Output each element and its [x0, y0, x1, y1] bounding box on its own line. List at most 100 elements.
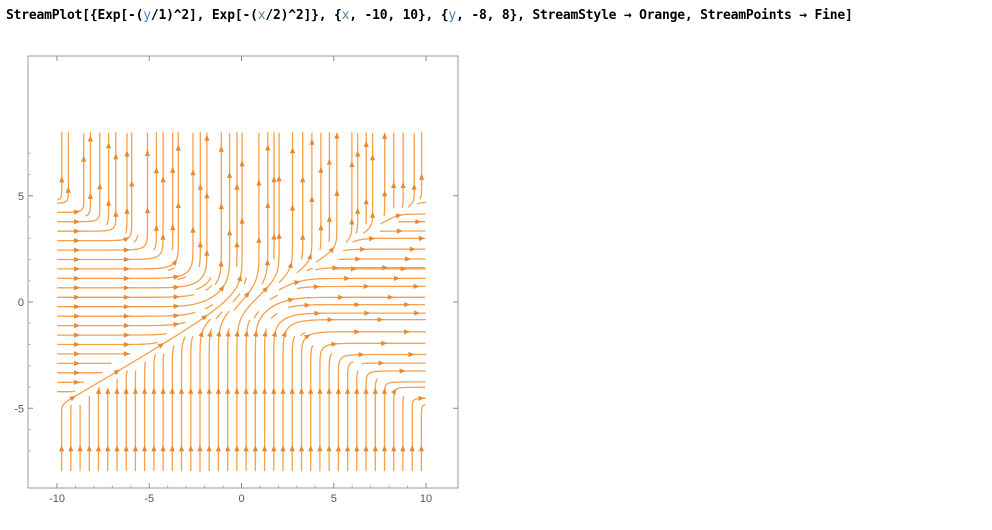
stream-arrow — [363, 445, 368, 451]
stream-arrow — [96, 388, 102, 394]
stream-arrow — [327, 216, 332, 222]
stream-arrow — [74, 295, 80, 300]
stream-line — [233, 294, 240, 302]
y-tick-label: 5 — [18, 191, 24, 203]
stream-arrow — [317, 445, 322, 451]
stream-arrow — [256, 237, 261, 243]
stream-arrow — [412, 184, 417, 190]
stream-arrow — [234, 241, 239, 247]
x-tick-label: -5 — [144, 493, 154, 505]
stream-line — [402, 133, 403, 208]
stream-arrow — [124, 323, 130, 328]
stream-arrow — [271, 234, 276, 240]
stream-arrow — [74, 380, 80, 385]
stream-arrow — [225, 330, 231, 337]
stream-arrow — [314, 311, 320, 316]
stream-arrow — [124, 304, 130, 309]
stream-arrow — [190, 227, 195, 233]
stream-arrow — [265, 145, 270, 151]
stream-arrow — [234, 388, 239, 394]
stream-arrow — [160, 234, 165, 240]
code-text: /1)^2], Exp[-( — [151, 8, 258, 23]
stream-line — [99, 387, 100, 471]
stream-arrow — [219, 146, 224, 152]
code-input-line[interactable]: StreamPlot[{Exp[-(y/1)^2], Exp[-(x/2)^2]… — [6, 8, 853, 23]
stream-arrow — [197, 388, 202, 394]
stream-line — [134, 235, 138, 242]
stream-arrow — [74, 342, 80, 347]
stream-line — [329, 353, 332, 471]
stream-arrow — [290, 205, 295, 211]
stream-line — [357, 371, 358, 472]
stream-arrow — [332, 265, 338, 270]
stream-arrow — [334, 190, 339, 196]
stream-arrow — [173, 284, 179, 290]
stream-arrow — [170, 167, 175, 173]
stream-arrow — [124, 285, 130, 290]
stream-arrow — [280, 388, 285, 394]
stream-arrow — [327, 159, 332, 165]
stream-arrow — [174, 303, 180, 309]
stream-arrow — [405, 256, 411, 261]
stream-arrow — [188, 445, 193, 451]
stream-arrow — [133, 445, 138, 451]
stream-arrow — [174, 313, 180, 319]
stream-arrow — [124, 247, 130, 252]
stream-arrow — [161, 388, 166, 394]
stream-arrow — [190, 169, 195, 175]
stream-arrow — [105, 445, 110, 451]
code-text: /2)^2]}, { — [265, 8, 341, 23]
stream-arrow — [253, 388, 258, 394]
code-var-y: y — [143, 8, 151, 23]
stream-line — [408, 133, 414, 207]
stream-arrow — [378, 360, 384, 365]
stream-arrow — [225, 388, 230, 394]
stream-arrow — [59, 176, 64, 182]
stream-arrow — [414, 311, 420, 316]
stream-arrow — [271, 445, 276, 451]
stream-arrow — [277, 233, 282, 239]
stream-arrow — [154, 225, 159, 231]
stream-arrow — [354, 329, 360, 334]
stream-arrow — [218, 260, 223, 266]
stream-arrow — [216, 388, 221, 394]
stream-arrow — [88, 193, 93, 199]
stream-arrow — [240, 160, 245, 166]
stream-line — [126, 371, 127, 472]
stream-line — [385, 382, 426, 471]
stream-arrow — [129, 181, 134, 187]
stream-arrow — [382, 133, 387, 139]
stream-arrow — [198, 184, 203, 190]
stream-arrow — [133, 388, 138, 394]
stream-line — [297, 133, 312, 273]
stream-arrow — [74, 238, 80, 243]
stream-arrow — [244, 445, 249, 451]
stream-arrow — [308, 388, 313, 394]
stream-arrow — [364, 141, 369, 147]
code-text: , -8, 8}, StreamStyle → Orange, StreamPo… — [456, 8, 853, 23]
stream-arrow — [265, 202, 270, 208]
stream-arrow — [74, 323, 80, 328]
stream-arrow — [360, 247, 366, 252]
stream-arrow — [345, 445, 350, 451]
stream-line — [338, 259, 425, 260]
y-tick-label: -5 — [14, 403, 24, 415]
stream-arrow — [404, 302, 410, 307]
stream-arrow — [204, 250, 209, 256]
stream-arrow — [74, 304, 80, 309]
x-tick-label: -10 — [49, 493, 65, 505]
stream-line — [283, 320, 426, 472]
stream-arrow — [314, 284, 320, 289]
stream-arrow — [305, 302, 311, 307]
stream-arrow — [355, 256, 361, 261]
stream-arrow — [96, 445, 101, 451]
stream-arrow — [373, 445, 378, 451]
stream-arrow — [124, 295, 130, 300]
stream-arrow — [216, 445, 221, 451]
stream-line — [270, 295, 278, 300]
stream-arrow — [227, 172, 232, 178]
stream-arrow — [81, 156, 86, 162]
stream-arrow — [271, 388, 276, 394]
stream-arrow — [419, 445, 424, 451]
